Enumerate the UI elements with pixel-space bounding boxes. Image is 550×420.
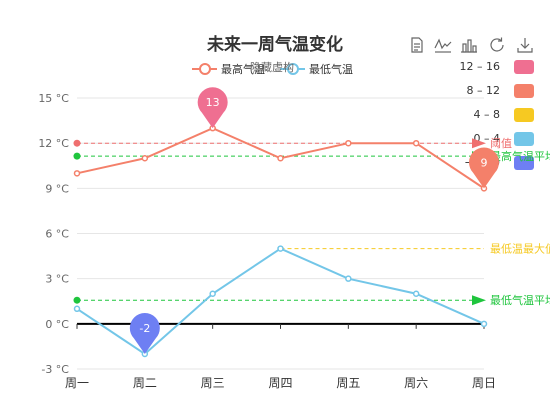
mark-point-label: 9 xyxy=(481,156,488,169)
data-point xyxy=(345,139,352,147)
data-point xyxy=(209,290,216,297)
mark-line-label: 阈值 xyxy=(490,136,512,150)
visual-map-swatch xyxy=(514,108,534,122)
data-point xyxy=(345,275,352,282)
legend-item-min[interactable]: 最低气温 xyxy=(280,61,353,77)
mark-line-start xyxy=(73,139,81,147)
mark-line-start xyxy=(73,296,81,304)
visual-map-swatch xyxy=(514,156,534,170)
mark-line-label: 最低气温平均值 1.57°C xyxy=(490,293,550,307)
x-tick-label: 周五 xyxy=(336,376,360,390)
y-tick-label: 12 °C xyxy=(38,137,69,150)
mark-point-label: 13 xyxy=(206,96,220,109)
visual-map-item[interactable]: 12 – 16 xyxy=(438,60,538,74)
x-tick-label: 周日 xyxy=(472,376,496,390)
y-tick-label: 15 °C xyxy=(38,92,69,105)
legend-item-max[interactable]: 最高气温 xyxy=(192,61,265,77)
x-tick-label: 周二 xyxy=(133,376,157,390)
mark-line-arrow xyxy=(472,138,486,149)
mark-line-label: 最低温最大值 xyxy=(490,242,550,256)
visual-map-swatch xyxy=(514,60,534,74)
legend-label-min: 最低气温 xyxy=(309,63,353,76)
visual-map-swatch xyxy=(514,132,534,146)
visual-map-item[interactable]: 4 – 8 xyxy=(438,108,538,122)
line-chart-icon[interactable] xyxy=(434,36,452,54)
x-tick-label: 周六 xyxy=(404,376,428,390)
visual-map-item[interactable]: 8 – 12 xyxy=(438,84,538,98)
visual-map-label: 8 – 12 xyxy=(466,84,501,97)
mark-line-label: 最高气温平均值 11.14°C xyxy=(490,149,550,163)
visual-map-swatch xyxy=(514,84,534,98)
x-tick-label: 周三 xyxy=(201,376,225,390)
visual-map-label: 12 – 16 xyxy=(459,60,501,73)
mark-line-start xyxy=(73,152,81,160)
mark-point-pin xyxy=(197,87,228,129)
restore-icon[interactable] xyxy=(488,36,506,54)
y-tick-label: 3 °C xyxy=(45,273,69,286)
chart-title: 未来一周气温变化 xyxy=(207,35,343,55)
mark-point-label: -2 xyxy=(139,322,150,335)
y-tick-label: 9 °C xyxy=(45,182,69,195)
data-view-icon[interactable] xyxy=(408,36,426,54)
x-tick-label: 周一 xyxy=(65,376,89,390)
legend-swatch-min xyxy=(280,62,305,76)
data-point xyxy=(412,139,420,147)
y-tick-label: 0 °C xyxy=(45,318,69,331)
save-image-icon[interactable] xyxy=(516,36,534,54)
legend-label-max: 最高气温 xyxy=(221,63,265,76)
data-point xyxy=(277,155,284,162)
data-point xyxy=(412,290,420,297)
y-tick-label: -3 °C xyxy=(41,363,69,376)
data-point xyxy=(141,155,149,162)
visual-map-label: 4 – 8 xyxy=(473,108,501,121)
legend-overlay-text: 隐藏虚构 xyxy=(250,61,294,74)
legend-swatch-max xyxy=(192,62,217,76)
mark-line-arrow xyxy=(472,295,486,306)
data-point xyxy=(73,305,81,313)
data-point xyxy=(480,320,488,328)
y-tick-label: 6 °C xyxy=(45,228,69,241)
bar-chart-icon[interactable] xyxy=(460,36,478,54)
data-point xyxy=(73,170,81,177)
mark-point-pin xyxy=(469,147,500,189)
mark-point-pin xyxy=(129,313,160,354)
chart-toolbox xyxy=(408,36,540,56)
data-point xyxy=(277,245,284,252)
x-tick-label: 周四 xyxy=(268,376,292,390)
